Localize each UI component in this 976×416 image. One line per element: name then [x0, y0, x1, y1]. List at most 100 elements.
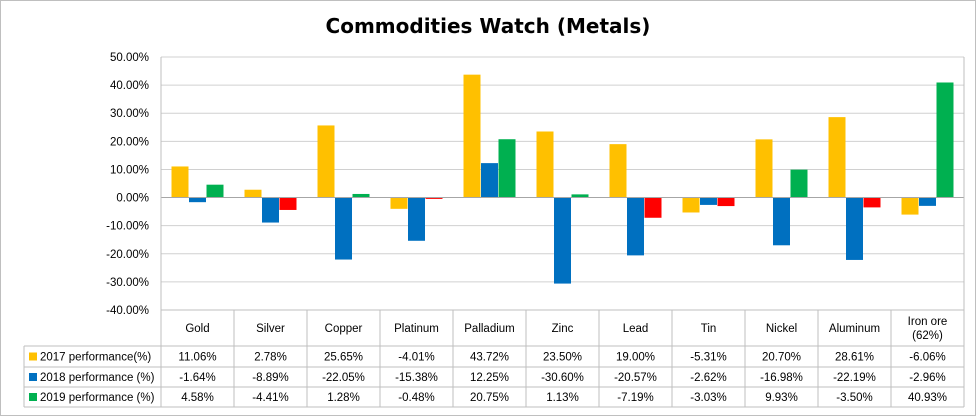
bar [571, 194, 589, 198]
axis-layer: 50.00% 40.00% 30.00% 20.00% 10.00% 0.00% -10.0… [106, 52, 964, 317]
bar [498, 139, 516, 198]
bar [755, 139, 773, 198]
bar [463, 74, 481, 198]
x-tick-label: Copper [325, 323, 363, 335]
x-tick-label: Aluminum [829, 323, 880, 335]
data-label: -5.31% [690, 352, 726, 364]
y-tick-label: -10.00% [106, 221, 149, 233]
bar [279, 197, 297, 210]
data-label: 23.50% [543, 352, 582, 364]
y-tick-label: 10.00% [110, 164, 149, 176]
legend-swatch [29, 373, 37, 381]
data-label: -4.01% [398, 352, 434, 364]
x-tick-label: Zinc [552, 323, 574, 335]
y-tick-label: -20.00% [106, 249, 149, 261]
bar [773, 197, 790, 246]
bar [206, 184, 224, 198]
y-tick-label: 40.00% [110, 80, 149, 92]
y-tick-label: 0.00% [116, 193, 149, 205]
x-tick-label: Tin [701, 323, 717, 335]
bar [627, 197, 644, 256]
x-tick-label: Iron ore [908, 316, 948, 328]
data-label: 43.72% [470, 352, 509, 364]
data-label: 1.13% [546, 392, 579, 404]
data-label: 2.78% [254, 352, 287, 364]
data-label: -4.41% [252, 392, 288, 404]
data-label: 20.75% [470, 392, 509, 404]
data-label: -15.38% [395, 372, 438, 384]
bar [425, 197, 443, 199]
bar [936, 82, 954, 198]
chart-title: Commodities Watch (Metals) [325, 14, 651, 38]
data-label: -7.19% [617, 392, 653, 404]
data-label: -1.64% [179, 372, 215, 384]
legend-swatch [29, 352, 37, 361]
bar [609, 144, 627, 198]
bar [717, 197, 735, 207]
data-label: 4.58% [181, 392, 214, 404]
data-label: -20.57% [614, 372, 657, 384]
y-tick-label: -30.00% [106, 277, 149, 289]
data-label: 9.93% [765, 392, 798, 404]
bar [390, 197, 408, 209]
bar [536, 131, 554, 198]
x-tick-label: (62%) [912, 330, 943, 342]
bar [317, 125, 335, 198]
y-tick-label: -40.00% [106, 305, 149, 317]
data-label: -30.60% [541, 372, 584, 384]
bar [244, 189, 262, 198]
x-tick-label: Gold [185, 323, 209, 335]
bar [700, 197, 717, 205]
y-tick-label: 20.00% [110, 136, 149, 148]
bars-layer [171, 74, 954, 284]
bar [335, 197, 352, 260]
data-label: 25.65% [324, 352, 363, 364]
legend-label: 2018 performance (%) [40, 372, 155, 384]
data-label: -22.19% [833, 372, 876, 384]
data-label: -16.98% [760, 372, 803, 384]
legend-label: 2019 performance (%) [40, 392, 155, 404]
bar [863, 197, 881, 208]
data-label: 12.25% [470, 372, 509, 384]
data-label: 20.70% [762, 352, 801, 364]
bar [554, 197, 571, 284]
bar [682, 197, 700, 213]
data-label: -8.89% [252, 372, 288, 384]
bar [919, 197, 936, 206]
bar [828, 117, 846, 198]
data-label: -2.62% [690, 372, 726, 384]
data-label: -22.05% [322, 372, 365, 384]
data-label: 28.61% [835, 352, 874, 364]
data-table: Gold Silver Copper Platinum Palladium Zinc Lea… [23, 57, 965, 408]
bar [189, 197, 206, 203]
bar [644, 197, 662, 218]
legend-swatch [29, 393, 37, 401]
bar [846, 197, 863, 260]
data-label: 19.00% [616, 352, 655, 364]
data-label: -0.48% [398, 392, 434, 404]
data-label: -3.03% [690, 392, 726, 404]
legend-label: 2017 performance(%) [40, 352, 151, 364]
y-tick-label: 50.00% [110, 52, 149, 64]
bar [408, 197, 425, 241]
bar [262, 197, 279, 223]
data-label: -2.96% [909, 372, 945, 384]
x-tick-label: Silver [256, 323, 285, 335]
data-label: -6.06% [909, 352, 945, 364]
bar [352, 193, 370, 198]
data-label: 40.93% [908, 392, 947, 404]
bar [790, 169, 808, 198]
y-tick-label: 30.00% [110, 108, 149, 120]
data-label: 11.06% [178, 352, 216, 364]
data-label: -3.50% [836, 392, 872, 404]
data-label: 1.28% [327, 392, 360, 404]
bar [171, 166, 189, 198]
bar [901, 197, 919, 215]
x-tick-label: Lead [623, 323, 649, 335]
x-tick-label: Nickel [766, 323, 797, 335]
bar [481, 163, 498, 198]
x-tick-label: Platinum [394, 323, 439, 335]
x-tick-label: Palladium [464, 323, 515, 335]
